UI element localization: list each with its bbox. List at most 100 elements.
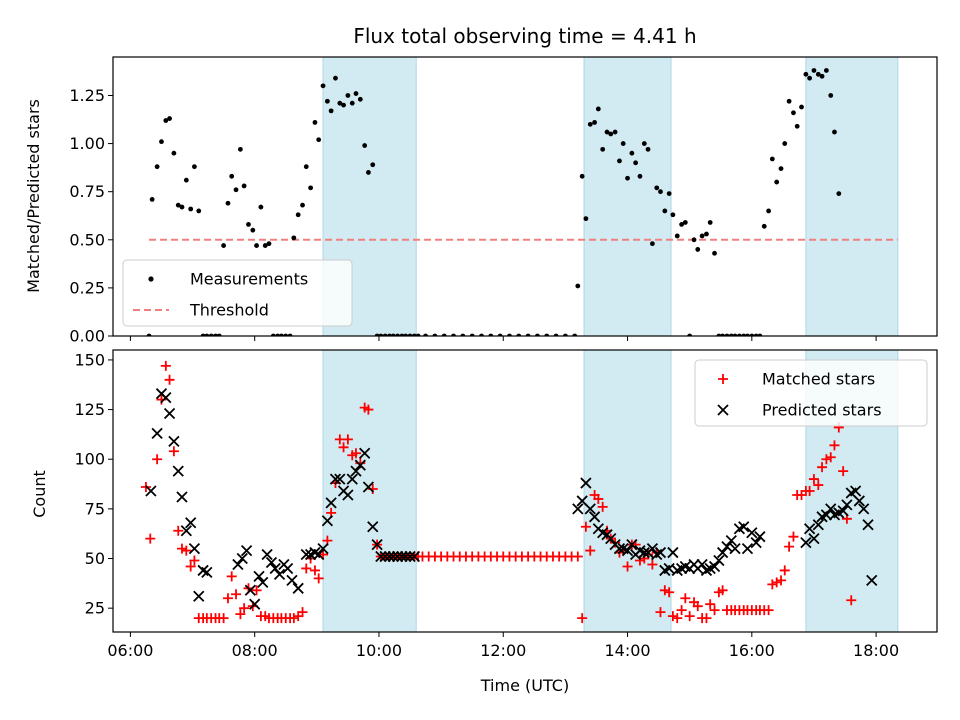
predicted-star-point — [746, 527, 758, 539]
predicted-star-point — [375, 550, 387, 563]
measurement-point — [832, 129, 837, 135]
predicted-star-point — [346, 473, 358, 485]
predicted-star-point — [325, 497, 337, 509]
matched-star-point — [829, 440, 840, 451]
predicted-star-point — [240, 544, 253, 557]
measurement-point — [196, 208, 202, 214]
ratio-panel: 0.00 0.25 0.50 0.75 1.00 1.25 Measurements Thre… — [69, 56, 938, 346]
matched-star-point — [185, 561, 196, 572]
x-tick-label: 10:00 — [356, 641, 402, 660]
predicted-star-point — [145, 485, 157, 497]
legend-box — [694, 359, 928, 427]
predicted-star-point — [400, 550, 412, 563]
y-tick-label: 0.75 — [69, 182, 105, 201]
matched-star-point — [813, 480, 824, 491]
predicted-star-point — [853, 495, 865, 507]
measurement-point — [803, 71, 809, 77]
measurement-point — [649, 241, 655, 247]
matched-star-point — [235, 609, 246, 620]
measurement-point — [629, 150, 635, 156]
measurement-point — [258, 204, 264, 210]
measurement-point — [291, 235, 297, 241]
predicted-star-point — [321, 515, 334, 527]
measurement-point — [633, 160, 639, 166]
measurement-point — [241, 183, 247, 189]
x-tick-label: 16:00 — [729, 641, 775, 660]
measurement-point — [592, 120, 597, 125]
bottom-y-axis-label: Count — [30, 470, 49, 518]
predicted-star-point — [391, 550, 404, 563]
predicted-star-point — [350, 465, 362, 477]
predicted-star-point — [754, 531, 766, 543]
predicted-star-point — [708, 560, 721, 573]
predicted-star-point — [808, 533, 820, 545]
predicted-star-point — [286, 574, 298, 587]
measurement-point — [295, 212, 301, 218]
predicted-star-point — [236, 552, 248, 565]
measurement-point — [794, 123, 800, 129]
matched-star-point — [342, 434, 353, 445]
predicted-star-point — [265, 556, 278, 569]
matched-star-point — [164, 374, 175, 385]
matched-star-point — [585, 545, 596, 556]
measurement-point — [641, 141, 647, 146]
predicted-star-point — [168, 435, 180, 447]
measurement-point — [149, 196, 155, 202]
predicted-star-point — [253, 570, 265, 583]
matched-star-point — [297, 607, 308, 618]
predicted-star-point — [185, 517, 197, 529]
matched-star-point — [692, 601, 703, 612]
predicted-star-point — [825, 503, 837, 515]
matched-star-point — [622, 561, 633, 572]
measurement-point — [300, 202, 305, 208]
predicted-star-point — [151, 427, 163, 440]
predicted-star-point — [269, 562, 281, 575]
legend-box — [122, 259, 353, 327]
predicted-star-point — [387, 550, 399, 563]
measurement-point — [682, 220, 688, 225]
predicted-star-point — [803, 523, 816, 535]
predicted-star-point — [849, 485, 862, 497]
predicted-star-point — [741, 542, 754, 555]
matched-star-point — [145, 533, 156, 544]
measurement-point — [266, 241, 272, 247]
measurement-point — [575, 283, 581, 289]
predicted-star-point — [858, 503, 870, 515]
measurement-point — [823, 68, 829, 73]
matched-star-point — [231, 589, 242, 600]
measurement-point — [183, 177, 189, 183]
measurement-point — [188, 206, 194, 212]
measurement-point — [707, 220, 713, 225]
predicted-star-point — [197, 564, 209, 577]
predicted-star-point — [317, 542, 329, 555]
measurement-point — [192, 164, 197, 170]
measurement-point — [262, 243, 268, 248]
legend-marker — [717, 404, 729, 416]
measurement-point — [786, 98, 792, 104]
predicted-star-point — [654, 546, 667, 559]
measurement-point — [225, 200, 231, 206]
measurement-point — [645, 146, 651, 152]
measurement-point — [357, 96, 363, 102]
measurement-point — [836, 191, 842, 197]
measurement-point — [799, 104, 804, 110]
predicted-star-point — [383, 550, 396, 563]
predicted-star-point — [367, 521, 379, 533]
matched-star-point — [784, 541, 795, 552]
predicted-star-point — [837, 505, 849, 517]
matched-star-point — [672, 613, 683, 624]
measurement-point — [163, 118, 169, 123]
measurement-point — [654, 185, 660, 191]
matched-star-point — [301, 563, 312, 574]
matched-star-point — [717, 585, 728, 596]
matched-star-point — [226, 571, 237, 582]
measurement-point — [233, 187, 239, 193]
x-axis-label: Time (UTC) — [480, 676, 569, 695]
measurement-point — [345, 93, 351, 98]
predicted-star-point — [663, 562, 675, 575]
measurement-point — [670, 212, 676, 218]
measurement-point — [620, 141, 626, 146]
predicted-star-point — [750, 536, 762, 549]
predicted-star-point — [812, 519, 824, 531]
